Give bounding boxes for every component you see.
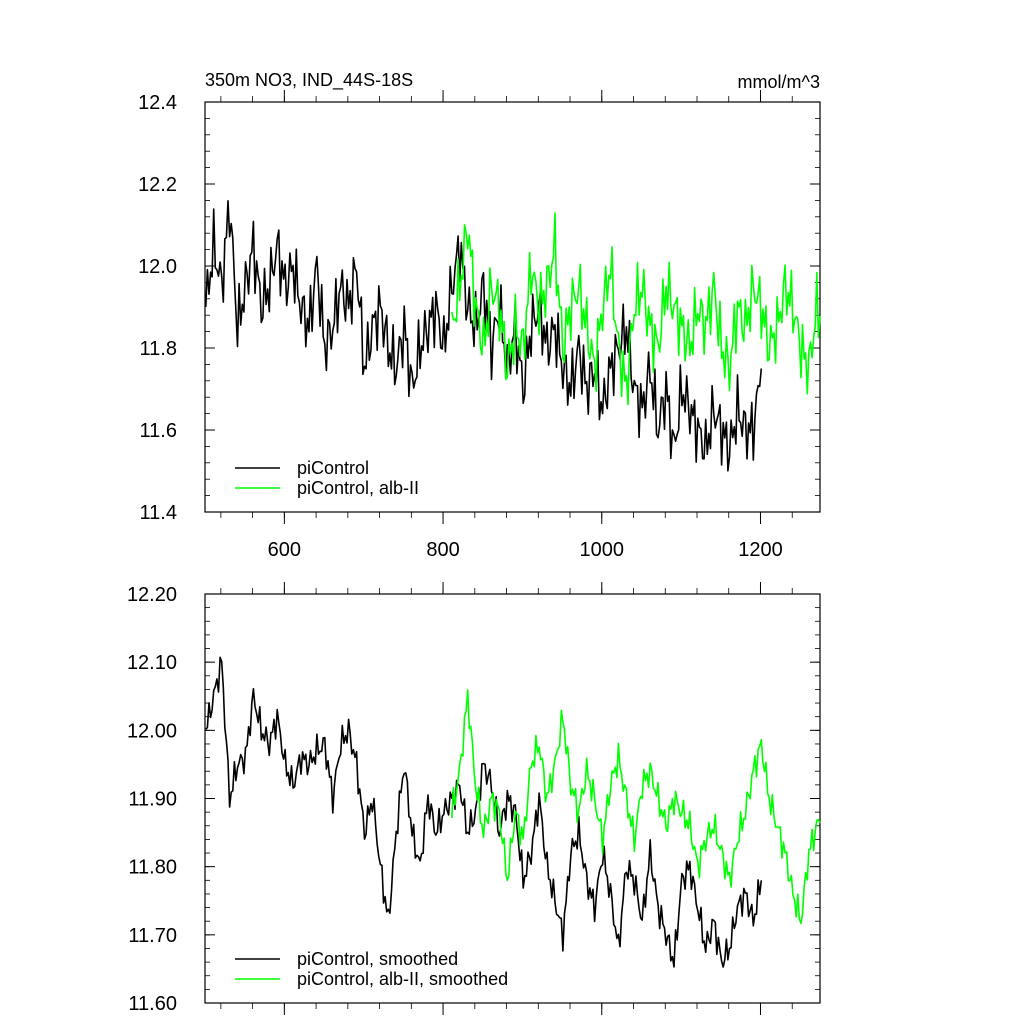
y-tick-label: 11.70 bbox=[128, 925, 177, 947]
series-line bbox=[451, 212, 821, 406]
series-line bbox=[205, 656, 763, 968]
y-tick-label: 12.00 bbox=[127, 720, 177, 742]
y-tick-label: 11.60 bbox=[128, 993, 177, 1015]
y-tick-label: 12.0 bbox=[138, 256, 177, 278]
series-line bbox=[205, 200, 763, 472]
y-tick-label: 11.6 bbox=[140, 420, 177, 442]
legend-label: piControl, alb-II bbox=[297, 478, 419, 498]
plot-frame bbox=[204, 101, 821, 513]
plot-frame bbox=[204, 593, 821, 1004]
y-tick-label: 11.4 bbox=[140, 502, 177, 524]
y-tick-label: 11.80 bbox=[128, 857, 177, 879]
series-line bbox=[451, 689, 821, 925]
legend-label: piControl, smoothed bbox=[297, 949, 458, 969]
y-tick-label: 12.4 bbox=[138, 92, 177, 114]
legend-label: piControl, alb-II, smoothed bbox=[297, 969, 508, 989]
y-tick-label: 12.10 bbox=[127, 652, 177, 674]
y-tick-label: 12.20 bbox=[127, 584, 177, 606]
x-tick-label: 1000 bbox=[580, 539, 625, 561]
y-tick-label: 11.8 bbox=[140, 338, 177, 360]
chart-units: mmol/m^3 bbox=[738, 72, 820, 92]
x-tick-label: 1200 bbox=[738, 539, 783, 561]
x-tick-label: 600 bbox=[268, 539, 301, 561]
y-tick-label: 12.2 bbox=[138, 174, 177, 196]
legend-label: piControl bbox=[297, 458, 369, 478]
y-tick-label: 11.90 bbox=[128, 789, 177, 811]
x-tick-label: 800 bbox=[426, 539, 459, 561]
chart-title: 350m NO3, IND_44S-18S bbox=[205, 70, 413, 91]
